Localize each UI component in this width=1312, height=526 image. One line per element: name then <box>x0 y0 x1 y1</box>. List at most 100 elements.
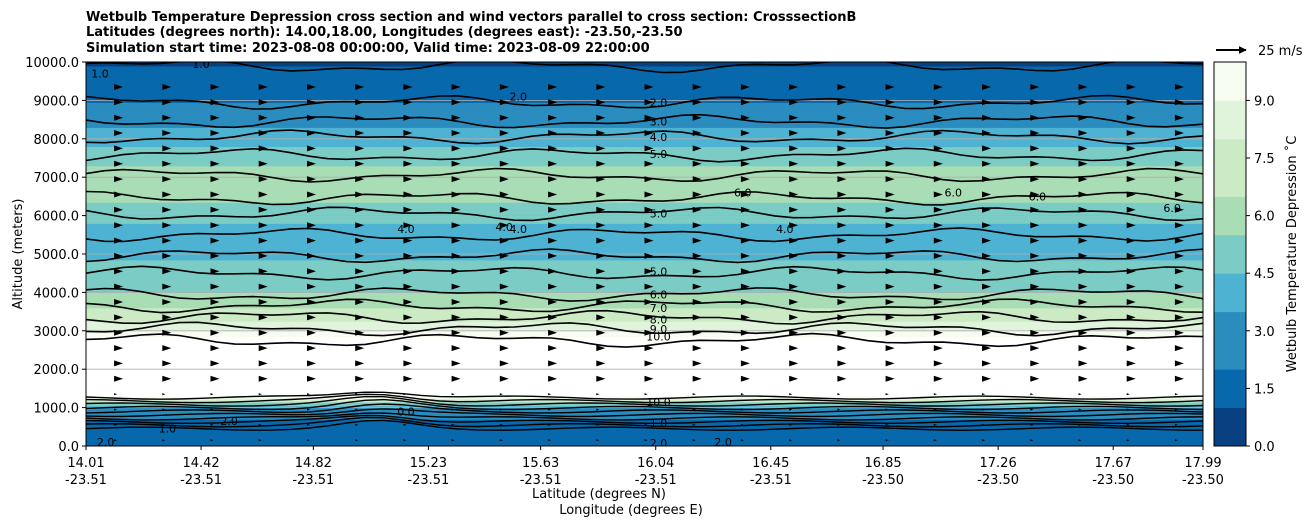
wind-vector <box>644 130 654 136</box>
contour-band <box>86 94 1203 98</box>
colorbar-segment <box>1214 196 1246 217</box>
plot-area: 1.01.02.0 2.03.04.05.06.0 6.0 6.06.05.04.0 4… <box>86 62 1203 446</box>
wind-vector <box>837 237 847 244</box>
wind-vector <box>114 237 124 244</box>
wind-vector <box>355 252 365 259</box>
colorbar-segment <box>1214 330 1246 351</box>
wind-vector <box>162 237 172 244</box>
contour-band <box>86 399 1203 403</box>
wind-vector <box>1030 114 1040 121</box>
surface-contour-line <box>86 391 1203 400</box>
contour-label: 6.0 <box>734 187 752 200</box>
wind-vector <box>644 252 654 259</box>
wind-vector <box>885 345 895 352</box>
wind-vector <box>644 314 654 321</box>
contour-band <box>86 430 1203 434</box>
contour-band <box>86 340 1203 343</box>
wind-vector <box>982 423 986 426</box>
colorbar-segment <box>1214 81 1246 101</box>
contour-band <box>86 296 1203 299</box>
contour-line <box>86 113 1203 129</box>
wind-vector <box>499 99 509 106</box>
wind-vector <box>451 408 455 411</box>
contour-label: 6.0 <box>1029 190 1047 203</box>
contour-band <box>86 142 1203 146</box>
x-tick-label-lon: -23.51 <box>750 473 792 488</box>
wind-vector <box>258 268 268 275</box>
wind-vector <box>548 160 558 167</box>
wind-vector <box>403 423 407 426</box>
quiver-key: 25 m/s <box>1216 44 1303 59</box>
contour-band <box>86 265 1203 269</box>
wind-vector <box>307 191 316 198</box>
contour-band <box>86 127 1203 130</box>
contour-label: 2.0 <box>220 415 238 428</box>
wind-vector <box>1126 237 1136 244</box>
contour-label: 4.0 <box>776 223 794 236</box>
wind-vector <box>548 130 558 136</box>
contour-band <box>86 401 1203 405</box>
colorbar-tick-label: 7.5 <box>1254 152 1275 167</box>
y-axis-ticks: 0.0 1000.0 2000.0 3000.0 4000.0 5000.0 6000.0 7… <box>25 56 86 455</box>
wind-vector <box>258 345 268 352</box>
contour-band <box>86 96 1203 100</box>
contour-label: 9.0 <box>650 323 668 336</box>
wind-vector <box>644 237 654 244</box>
wind-vector <box>114 99 124 106</box>
wind-vector <box>210 84 220 90</box>
wind-vector <box>114 360 124 367</box>
wind-vector <box>258 283 268 290</box>
wind-vector <box>1174 145 1184 152</box>
contour-band <box>86 371 1203 374</box>
contour-band <box>86 196 1203 199</box>
contour-band <box>86 81 1203 84</box>
contour-band <box>86 321 1203 324</box>
wind-vector <box>1030 439 1034 442</box>
wind-vector <box>451 145 461 152</box>
surface-contour-line <box>86 408 1203 418</box>
wind-vector <box>1030 345 1040 352</box>
wind-vector <box>933 299 943 305</box>
wind-vector <box>885 191 895 198</box>
wind-vector <box>789 393 793 396</box>
wind-vector <box>1174 222 1184 229</box>
contour-band <box>86 104 1203 107</box>
contour-band <box>86 382 1203 386</box>
wind-vector <box>114 252 124 259</box>
wind-vector <box>1030 237 1040 244</box>
wind-vector <box>596 345 606 352</box>
x-tick-label-lon: -23.50 <box>1092 473 1134 488</box>
wind-vector <box>596 237 606 244</box>
wind-vector <box>789 314 799 321</box>
wind-vector <box>789 360 799 367</box>
wind-vector <box>644 114 654 121</box>
wind-vector <box>210 176 220 183</box>
wind-vector <box>114 345 124 352</box>
wind-vector <box>258 99 268 106</box>
wind-vector <box>933 408 937 411</box>
wind-vector <box>837 114 847 121</box>
wind-vector <box>499 283 509 290</box>
wind-vector <box>1126 283 1136 290</box>
wind-vector <box>355 222 365 229</box>
contour-band <box>86 244 1203 247</box>
contour-band <box>86 309 1203 313</box>
colorbar-tick-label: 4.5 <box>1254 267 1275 282</box>
x-tick-label-lat: 15.63 <box>522 456 559 471</box>
wind-vector <box>355 237 365 244</box>
wind-vector <box>355 423 359 426</box>
wind-vector <box>499 439 503 442</box>
wind-vector <box>740 252 750 259</box>
contour-band <box>86 156 1203 159</box>
wind-vector <box>692 160 702 167</box>
wind-vector <box>837 393 841 396</box>
wind-vector <box>548 206 558 213</box>
contour-band <box>86 62 1203 65</box>
x-tick-label-lon: -23.51 <box>65 473 107 488</box>
wind-vector <box>162 252 172 259</box>
wind-vector <box>355 84 365 90</box>
contour-band <box>86 336 1203 340</box>
wind-vector <box>982 191 991 198</box>
contour-band <box>86 173 1203 176</box>
contour-band <box>86 150 1203 153</box>
